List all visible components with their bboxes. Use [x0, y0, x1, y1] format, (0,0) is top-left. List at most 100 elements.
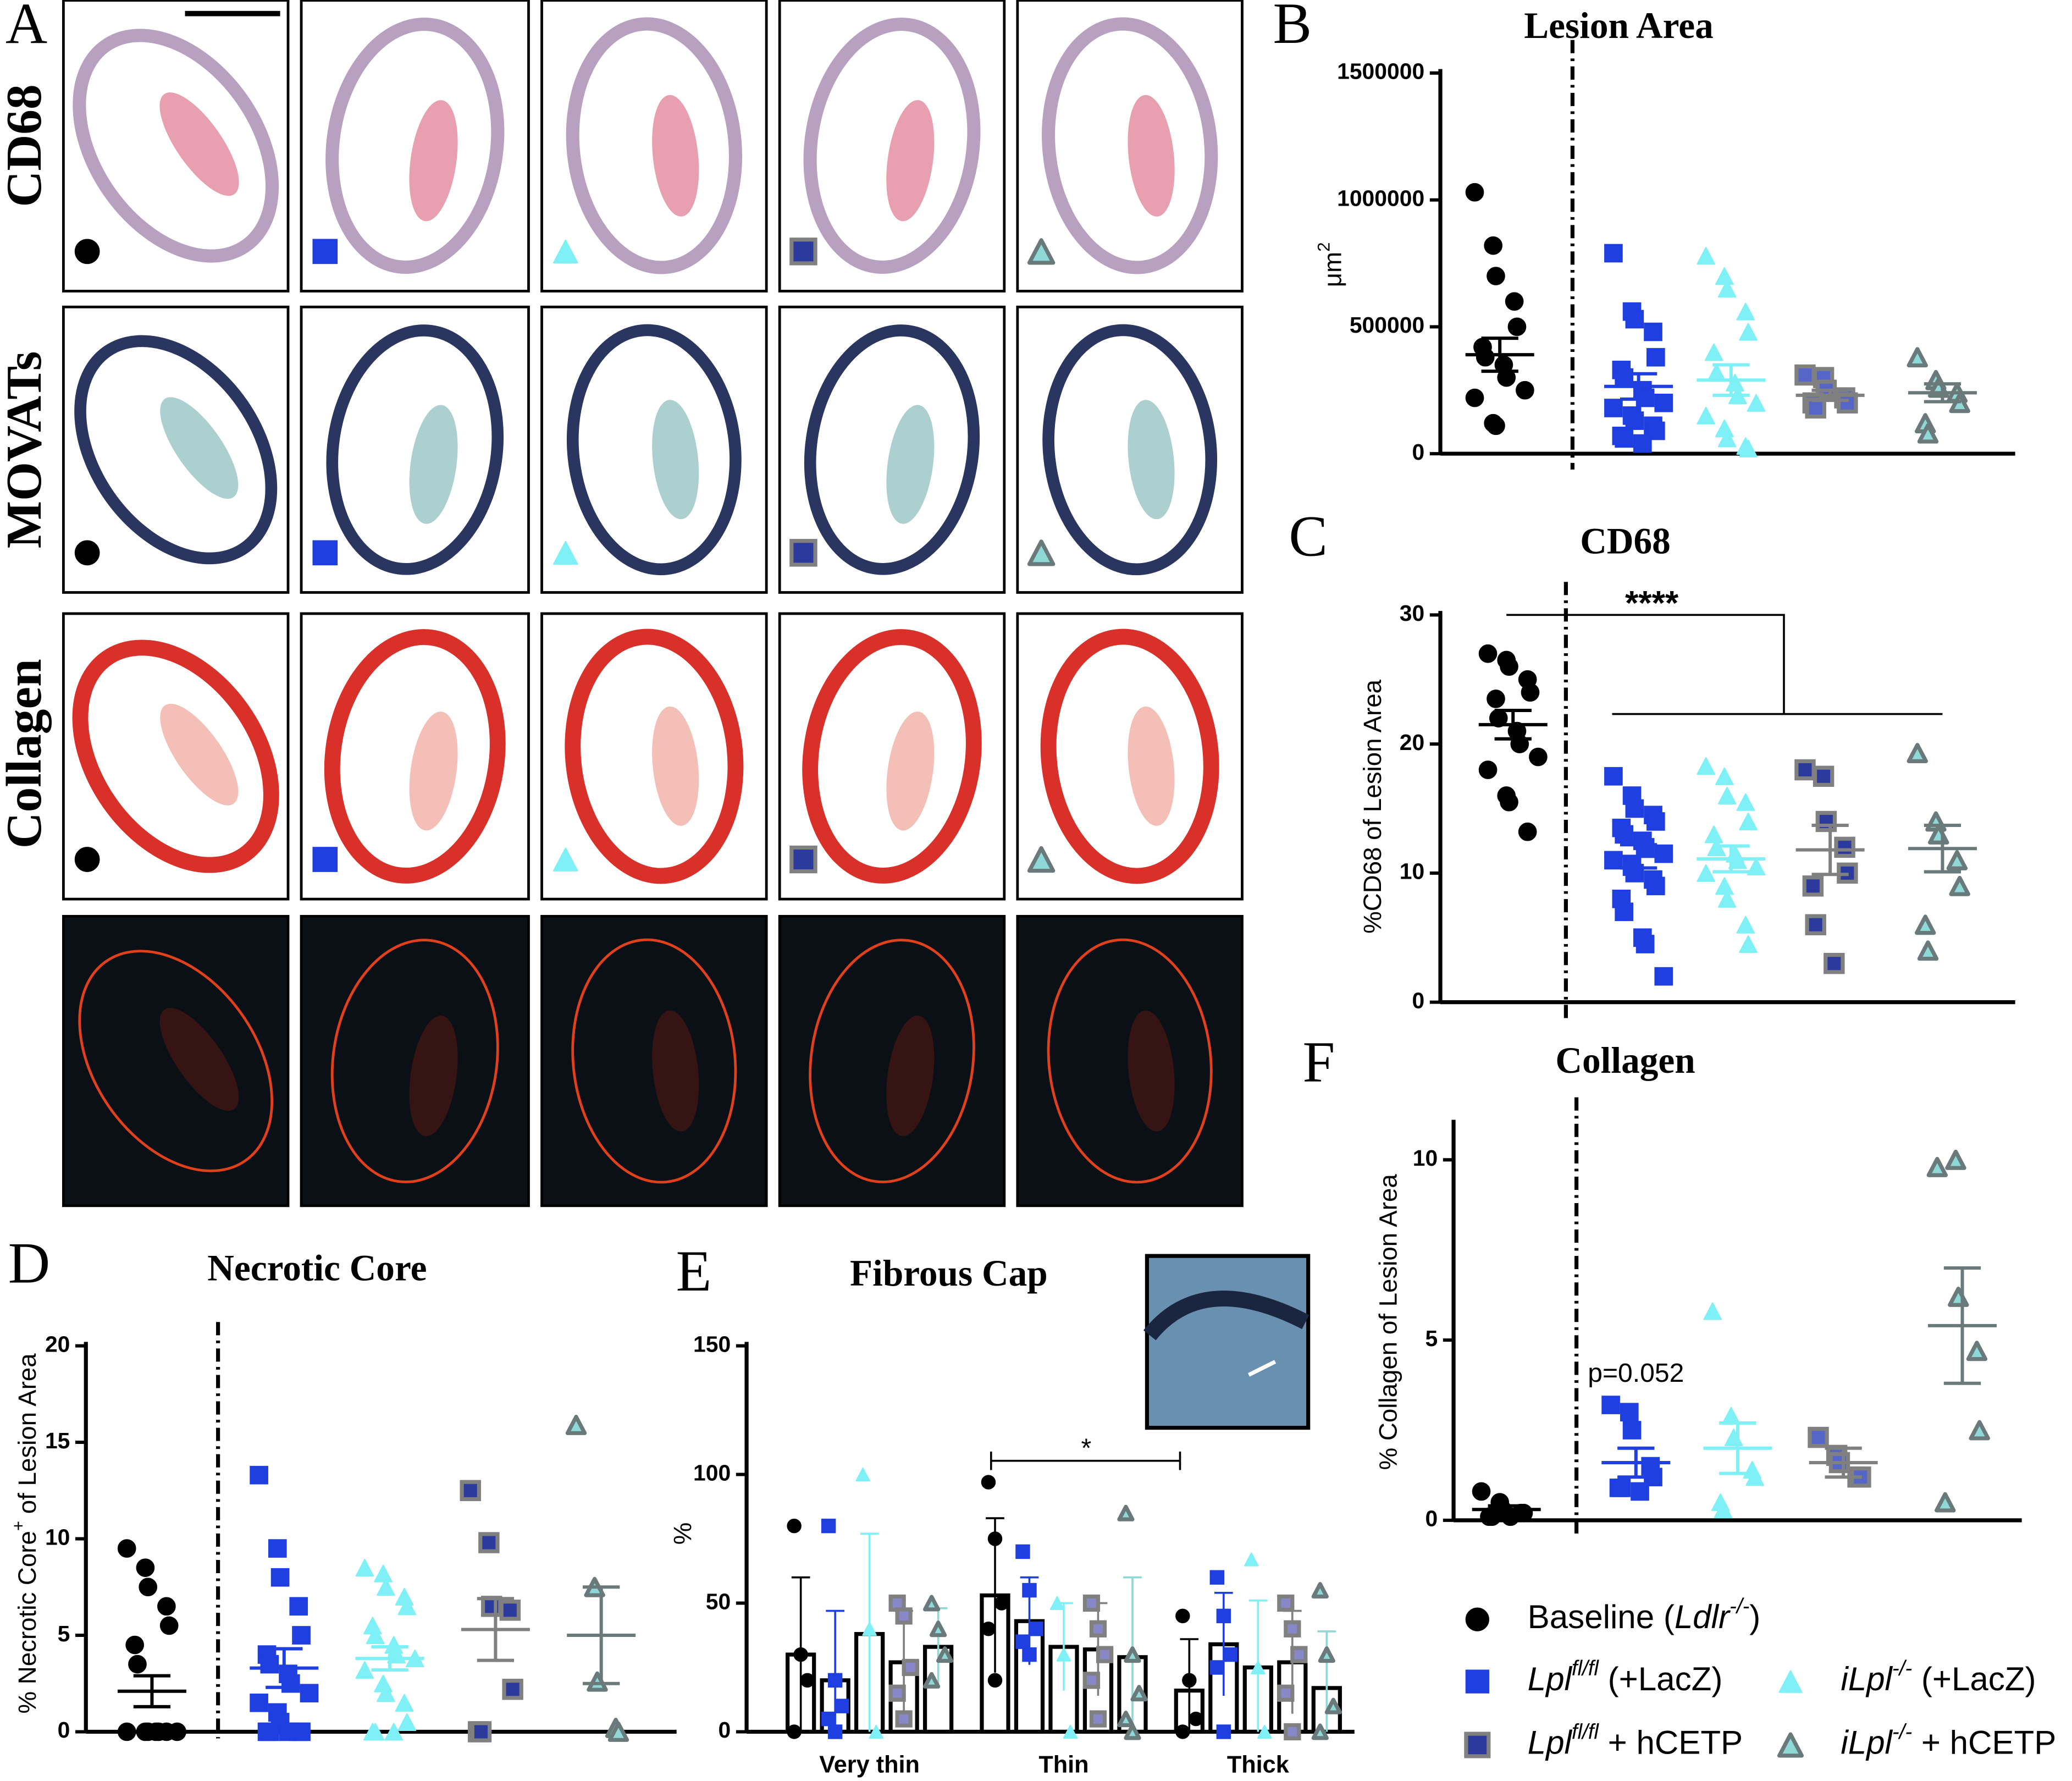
data-point — [834, 1699, 849, 1713]
data-point — [395, 1694, 414, 1712]
y-tick-label: 10 — [1400, 859, 1424, 884]
data-point — [1182, 1673, 1197, 1688]
significance: * — [1081, 1433, 1091, 1463]
data-point — [1124, 1723, 1141, 1740]
data-point — [1739, 812, 1758, 830]
sem-bar — [1924, 382, 1962, 404]
data-point — [1472, 1482, 1491, 1501]
y-tick-label: 30 — [1400, 600, 1424, 626]
data-point — [300, 1684, 319, 1703]
legend-label: Lplfl/fl (+LacZ) — [1528, 1657, 1723, 1697]
lesion — [409, 1016, 458, 1137]
tissue — [78, 950, 274, 1172]
lesion — [160, 703, 239, 806]
data-point — [1063, 1724, 1078, 1739]
data-point — [1507, 317, 1527, 337]
data-point — [377, 1578, 395, 1596]
data-point — [1029, 1622, 1043, 1636]
y-axis-label-part: % Collagen of Lesion Area — [1374, 1174, 1402, 1470]
data-point — [1324, 1697, 1342, 1714]
data-point — [1837, 392, 1858, 414]
data-point — [1808, 1426, 1829, 1448]
panel-label: E — [676, 1239, 712, 1303]
tissue — [566, 324, 742, 576]
marker — [1777, 1732, 1804, 1758]
data-point — [1311, 1723, 1329, 1740]
lesion — [886, 405, 935, 524]
y-tick-label: 0 — [1425, 1506, 1438, 1531]
marker — [1465, 1669, 1489, 1694]
tissue — [1042, 324, 1218, 576]
data-point — [1082, 1594, 1101, 1612]
data-point — [895, 1710, 913, 1728]
marker — [312, 540, 338, 566]
data-point — [1622, 1421, 1642, 1440]
chart-title: Fibrous Cap — [850, 1253, 1048, 1294]
marker — [552, 847, 578, 872]
data-point — [1096, 1646, 1114, 1663]
data-point — [260, 1722, 279, 1741]
legend-label-part: -/- — [1730, 1595, 1749, 1618]
legend-label: iLpl-/- (+LacZ) — [1841, 1657, 2036, 1697]
data-point — [930, 1620, 947, 1637]
marker — [312, 239, 338, 264]
y-tick-label: 500000 — [1350, 312, 1424, 338]
data-point — [1747, 394, 1766, 412]
sem-bar — [583, 1585, 620, 1685]
data-point — [862, 1622, 877, 1636]
data-point — [607, 1721, 629, 1742]
data-point — [1529, 747, 1548, 767]
data-point — [1117, 1504, 1135, 1521]
panel-label: C — [1289, 504, 1328, 568]
data-point — [128, 1655, 147, 1674]
tissue — [330, 939, 499, 1183]
tissue — [571, 938, 737, 1184]
data-point — [460, 1480, 481, 1502]
data-point — [1625, 411, 1644, 430]
lesion — [409, 712, 458, 831]
data-point — [1620, 1403, 1639, 1422]
lesion — [409, 405, 458, 524]
data-point — [1290, 1646, 1308, 1663]
y-tick-label: 5 — [58, 1621, 70, 1646]
data-point — [1715, 877, 1734, 895]
data-point — [1654, 393, 1673, 412]
data-point — [397, 1597, 417, 1615]
data-point — [1487, 416, 1505, 435]
sem-bar — [1811, 823, 1849, 876]
tissue — [803, 18, 981, 274]
data-point — [1015, 1544, 1030, 1559]
marker — [74, 847, 100, 872]
data-point — [1022, 1647, 1037, 1662]
data-point — [1284, 1723, 1301, 1741]
data-point — [1625, 310, 1644, 329]
tissue — [1042, 17, 1218, 274]
data-point — [793, 1647, 808, 1662]
marker — [1464, 1732, 1491, 1758]
data-point — [1703, 1302, 1722, 1320]
data-point — [1736, 793, 1755, 811]
tissue — [324, 629, 506, 884]
data-point — [159, 1616, 179, 1635]
data-point — [587, 1671, 608, 1692]
y-tick-label: 1500000 — [1337, 59, 1424, 84]
panel-label: A — [5, 0, 47, 56]
lesion — [886, 1015, 935, 1137]
data-point — [374, 1564, 393, 1583]
data-point — [1604, 851, 1623, 870]
data-point — [1704, 825, 1723, 843]
data-point — [1907, 347, 1928, 368]
lesion — [652, 706, 699, 826]
significance: **** — [1625, 584, 1679, 622]
lesion — [1128, 1010, 1175, 1132]
data-point — [1189, 1711, 1203, 1727]
lesion — [1128, 400, 1175, 520]
data-point — [787, 1518, 802, 1534]
tissue — [802, 629, 982, 884]
data-point — [1476, 348, 1495, 367]
data-point — [922, 1595, 941, 1612]
y-axis-label-part: 2 — [1314, 242, 1333, 251]
data-point — [1082, 1672, 1101, 1689]
data-point — [1117, 1711, 1135, 1728]
data-point — [377, 1684, 395, 1702]
